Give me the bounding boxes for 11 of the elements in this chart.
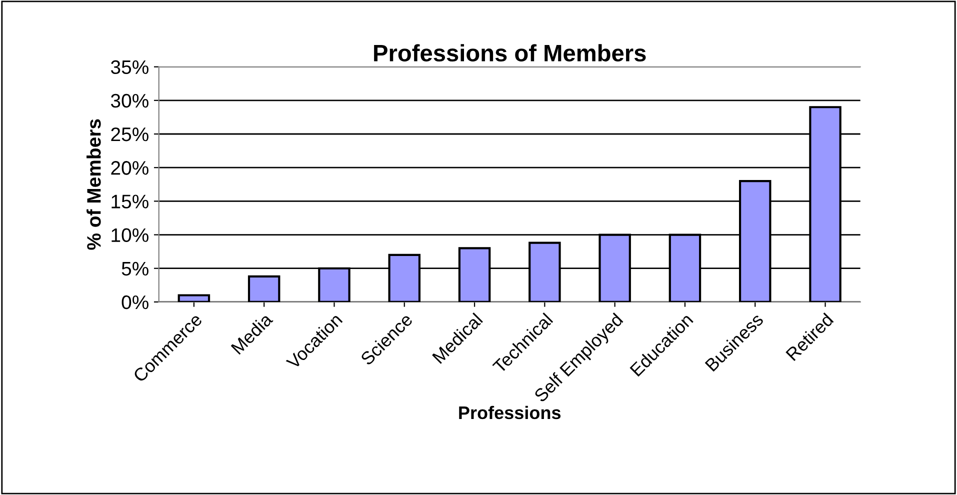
y-tick-label: 5% (122, 262, 148, 276)
x-axis-title: Professions (459, 406, 561, 420)
y-tick-label: 35% (110, 60, 148, 74)
y-tick-label: 25% (111, 127, 148, 142)
chart-title: Professions of Members (374, 44, 646, 62)
y-tick-label: 15% (112, 194, 148, 208)
y-tick-label: 20% (111, 161, 148, 175)
y-axis-title: % of Members (86, 119, 101, 250)
y-tick-label: 10% (112, 228, 148, 242)
y-tick-label: 30% (110, 94, 148, 108)
y-tick-label: 0% (122, 295, 148, 310)
